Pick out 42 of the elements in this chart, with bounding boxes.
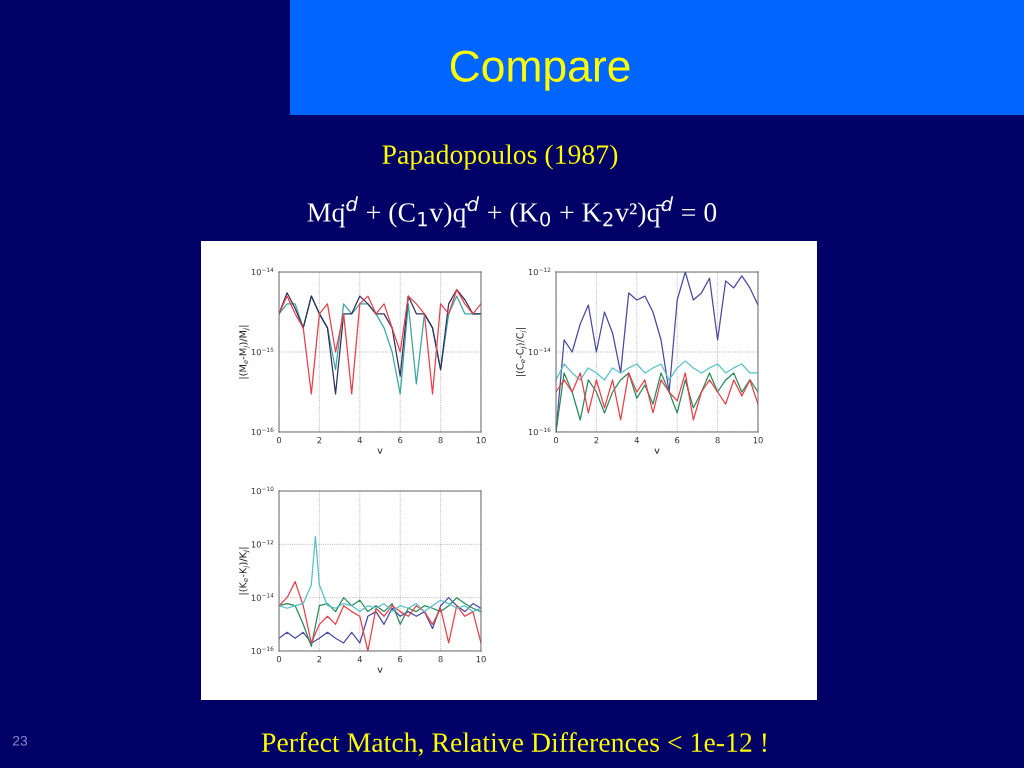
y-axis-title: |(C$_{e}$-C$_{j}$)/C$_{j}$|: [516, 328, 527, 376]
y-axis-title: |(K$_{e}$-K$_{j}$)/K$_{j}$|: [239, 547, 250, 595]
line-series: [279, 535, 481, 613]
x-tick-label: 8: [438, 656, 443, 663]
y-axis-title: |(M$_{e}$-M$_{j}$)/M$_{j}$|: [239, 325, 250, 379]
y-tick-label: 10$^{−16}$: [251, 427, 274, 436]
y-tick-label: 10$^{−14}$: [528, 347, 551, 356]
x-tick-label: 4: [634, 437, 639, 444]
y-tick-label: 10$^{−12}$: [251, 539, 274, 548]
y-tick-label: 10$^{−16}$: [528, 427, 551, 436]
x-tick-label: 6: [398, 656, 403, 663]
y-tick-label: 10$^{−10}$: [251, 486, 274, 495]
x-tick-label: 4: [357, 656, 362, 663]
x-tick-label: 6: [675, 437, 680, 444]
x-tick-label: 0: [276, 656, 282, 663]
text: Mq̈$^{d}$ + (C$_{1}$v)q̇$^{d}$ + (K$_{0}$ + K$_{2}$v²)q̄$^{d}$ = 0: [307, 196, 717, 228]
y-tick-label: 10$^{−14}$: [251, 267, 274, 276]
x-tick-label: 0: [553, 437, 559, 444]
y-tick-label: 10$^{−15}$: [251, 347, 274, 356]
x-tick-label: 8: [438, 437, 443, 444]
x-axis-title: v: [377, 667, 383, 673]
x-tick-label: 6: [398, 437, 403, 444]
x-tick-label: 0: [276, 437, 282, 444]
y-tick-label: 10$^{−14}$: [251, 593, 274, 601]
x-axis-title: v: [654, 448, 660, 454]
x-tick-label: 8: [715, 437, 720, 444]
chart-subtitle: Papadopoulos (1987): [382, 144, 618, 170]
x-tick-label: 4: [357, 437, 362, 444]
y-tick-label: 10$^{−12}$: [528, 267, 551, 276]
x-axis-title: v: [377, 448, 383, 454]
chart-title: Compare: [450, 50, 630, 91]
x-tick-label: 2: [594, 437, 599, 444]
x-tick-label: 10: [476, 437, 486, 444]
line-series: [556, 372, 758, 421]
x-tick-label: 10: [753, 437, 763, 444]
x-tick-label: 2: [317, 656, 322, 663]
x-tick-label: 10: [476, 656, 486, 663]
text: 23: [12, 735, 28, 746]
y-tick-label: 10$^{−16}$: [251, 646, 274, 655]
text: Perfect Match, Relative Differences < 1e-12 !: [261, 732, 766, 756]
x-tick-label: 2: [317, 437, 322, 444]
line-series: [556, 360, 758, 381]
